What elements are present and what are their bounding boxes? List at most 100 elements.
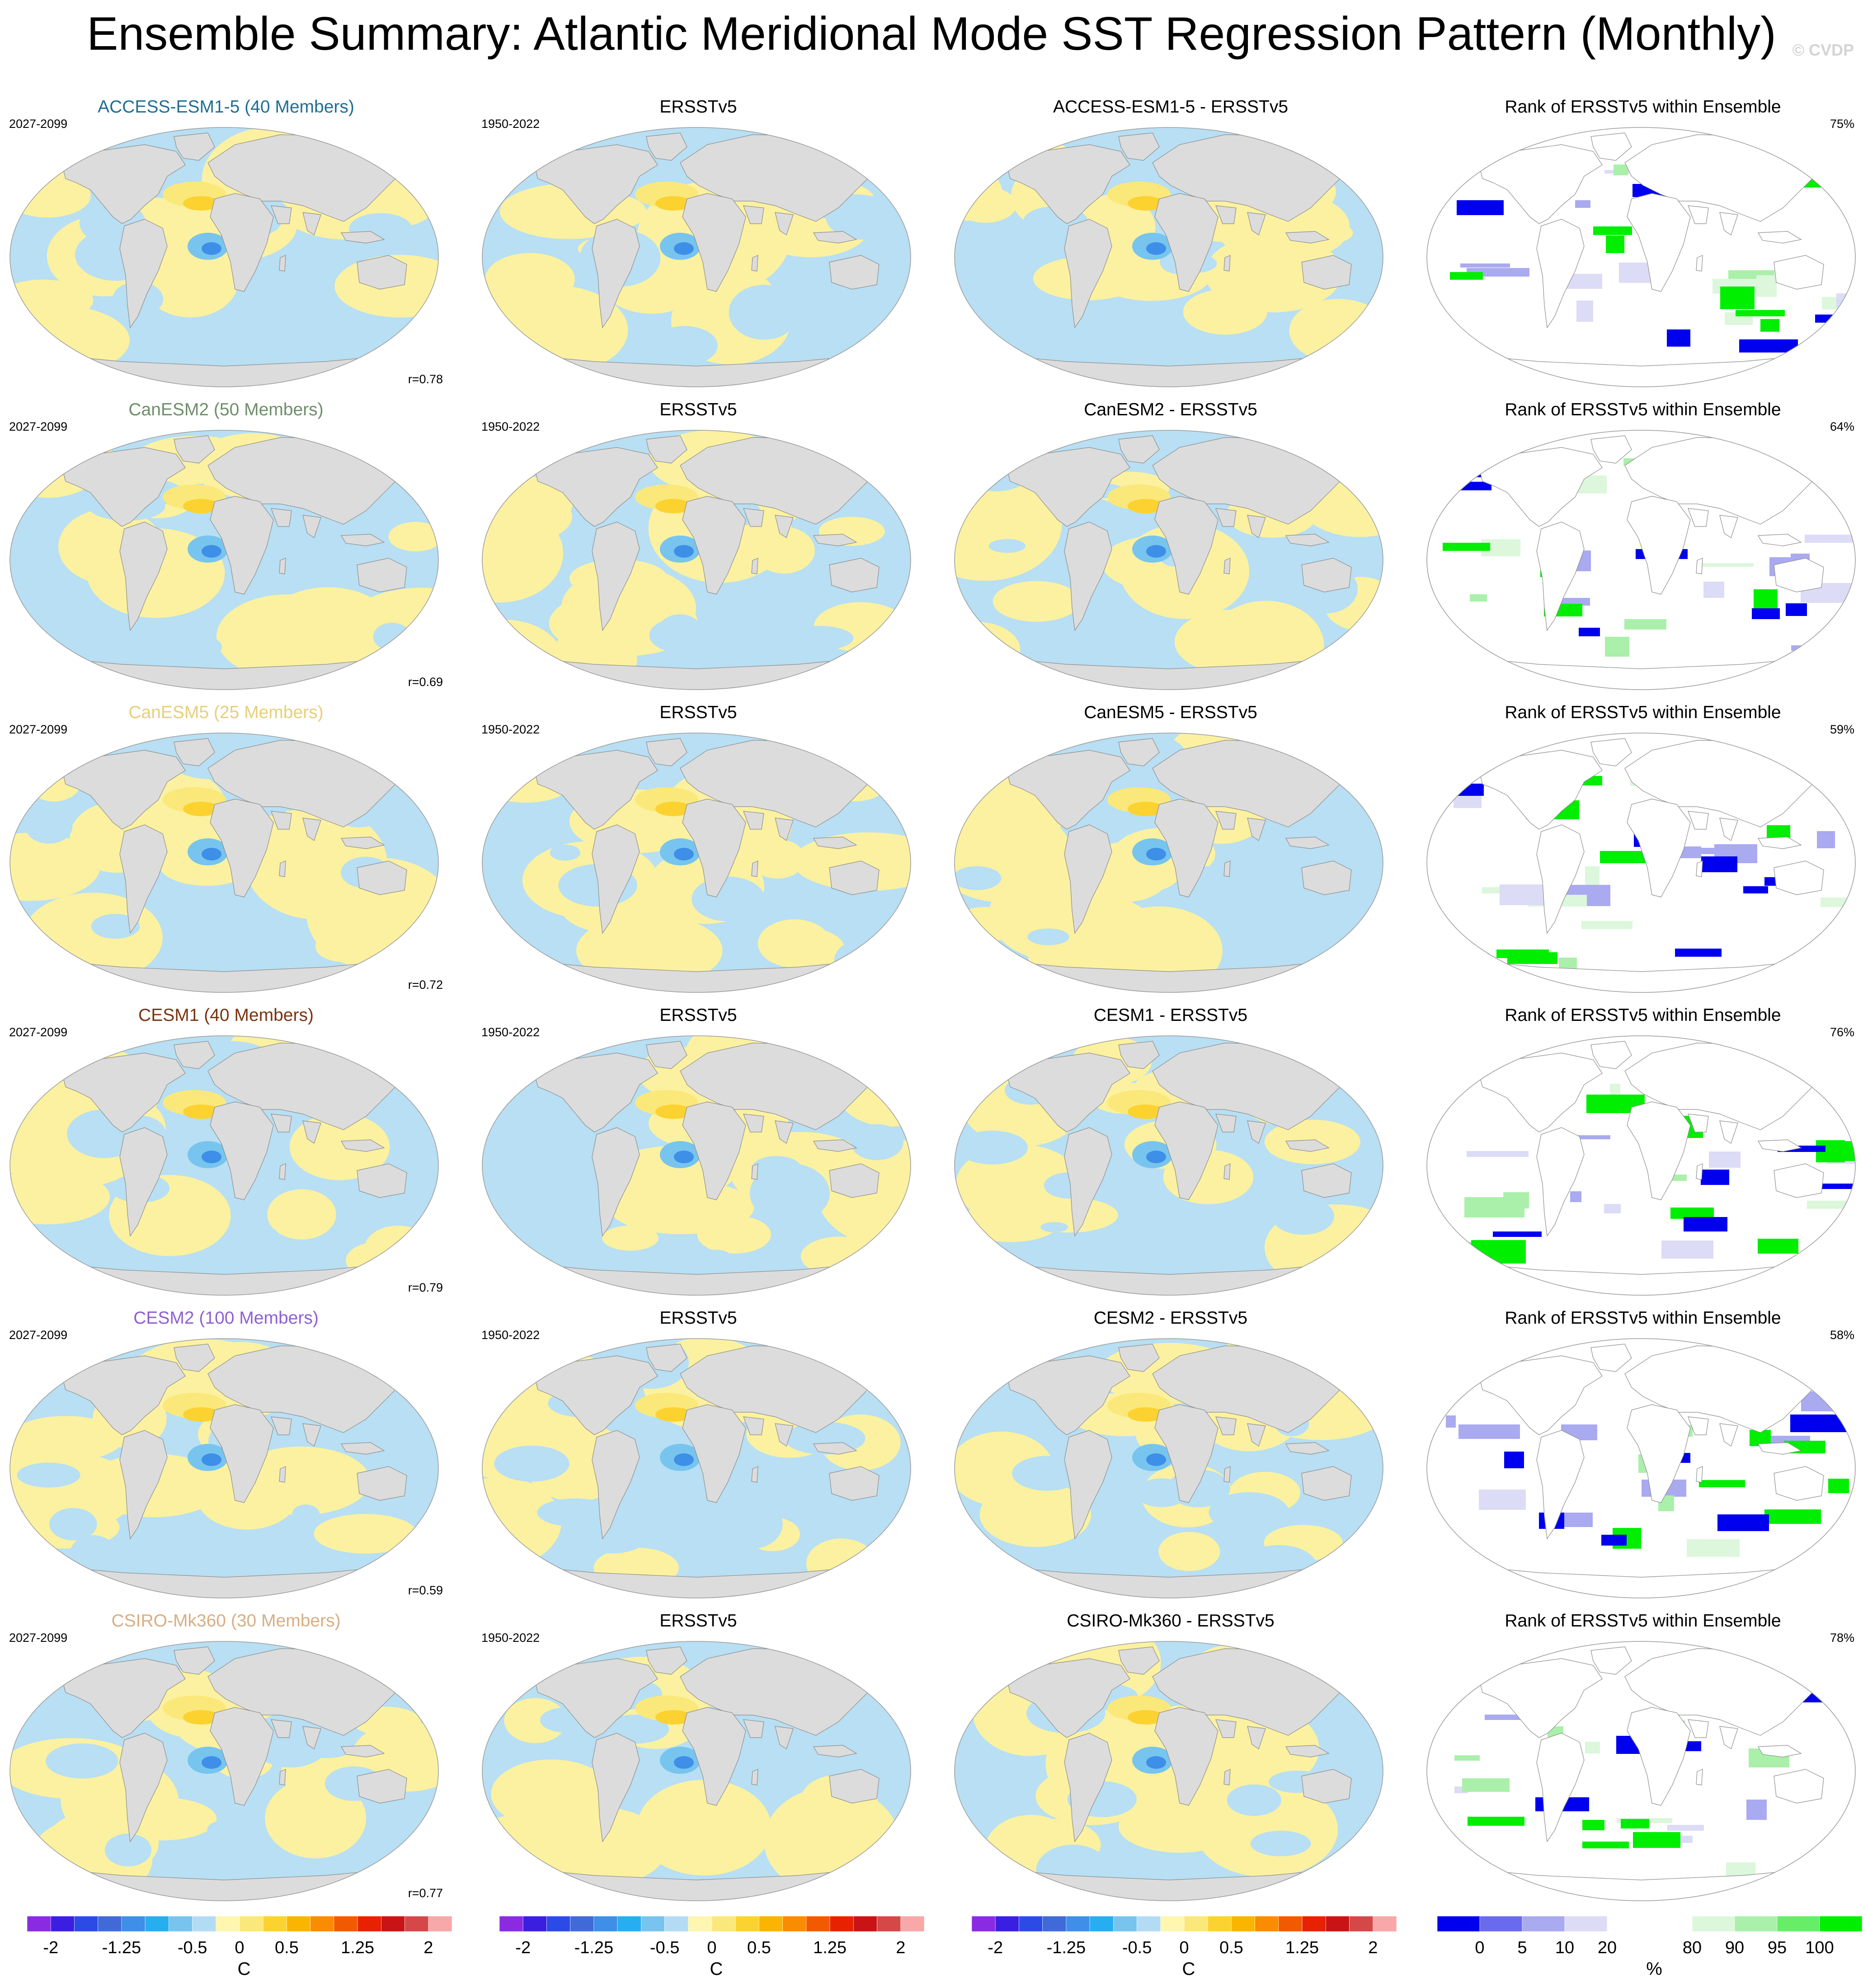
arabia-landmass [1688,1114,1709,1133]
anomaly-region [292,1504,320,1524]
amm-warm-core [655,196,692,211]
colorbar-tick-label: 0 [235,1938,244,1957]
greenland-landmass [174,1646,215,1675]
diff-panel: CESM1 - ERSSTv5 [945,1001,1397,1303]
panel-title: ERSSTv5 [659,703,737,722]
anomaly-region [267,1189,336,1240]
amm-warm-core [1128,499,1164,513]
greenland-landmass [646,435,687,464]
south-america-landmass [592,1127,640,1237]
indonesia-islands [1285,1139,1330,1152]
colorbar-swatch [782,1916,807,1932]
colorbar-tick-label: -2 [515,1938,531,1957]
madagascar-island [1696,255,1703,272]
colorbar-swatch [546,1916,570,1932]
rank-block-low [1739,339,1798,352]
rank-block-low [1456,784,1484,796]
colorbar-swatch [1160,1916,1185,1932]
rank-block [1837,1260,1855,1271]
north-america-landmass [63,1658,186,1738]
anomaly-region [397,844,434,860]
colorbar-tick-label: 1.25 [1285,1938,1319,1957]
anomaly-region [729,285,799,340]
rank-block-high [1471,1240,1526,1264]
colorbar-tick-label: 0.5 [747,1938,771,1957]
rank-block [1460,263,1510,268]
model-panel: CESM1 (40 Members) 2027-2099 r=0.79 [0,1001,452,1303]
colorbar-tick-label: -0.5 [178,1938,207,1957]
indonesia-islands [1285,231,1330,244]
south-america-landmass [592,219,640,329]
colorbar-swatch [192,1916,216,1932]
africa-landmass [682,496,746,595]
india-landmass [1719,1120,1738,1144]
arabia-landmass [1215,1719,1237,1738]
map-border [954,1035,1383,1296]
ocean-field [955,1641,1383,1901]
colorbar-tick-label: -0.5 [1122,1938,1152,1957]
greenland-landmass [1118,1646,1160,1675]
panel-title: CSIRO-Mk360 - ERSSTv5 [1067,1611,1275,1631]
africa-landmass [210,1707,274,1806]
rank-block-low [1717,1514,1769,1531]
sst-map [9,1035,439,1296]
colorbar-unit: % [1646,1959,1662,1979]
colorbar-swatch [1184,1916,1208,1932]
madagascar-island [751,1466,758,1483]
north-america-landmass [1480,447,1603,527]
anomaly-region [381,1339,438,1379]
map-border [482,1338,911,1598]
panel-row: CESM1 (40 Members) 2027-2099 r=0.79 ERSSTv5… [0,1001,1863,1303]
panel-title: Rank of ERSSTv5 within Ensemble [1505,1611,1781,1631]
anomaly-region [1263,560,1310,582]
rank-block-low [1504,1452,1524,1468]
sst-map [482,1338,911,1598]
rank-block-high [1758,1239,1798,1254]
rank-block [1500,884,1547,905]
amm-cool-core [1146,545,1166,558]
rank-block [1614,164,1628,175]
map-border [9,127,439,387]
colorbar-swatch [1137,1916,1161,1932]
rank-block [1458,1424,1520,1439]
africa-landmass [1627,193,1691,292]
panel-title: CanESM2 (50 Members) [128,400,324,419]
madagascar-island [1223,1769,1231,1786]
colorbar-swatch [1278,1916,1303,1932]
colorbar-unit: C [710,1959,723,1979]
rank-block [1703,582,1724,598]
madagascar-island [1223,558,1231,574]
rank-block-high [1754,589,1778,609]
australia-landmass [829,1466,880,1501]
rank-block [1605,637,1629,657]
model-panel: CanESM5 (25 Members) 2027-2099 r=0.72 [0,698,452,1000]
greenland-landmass [174,738,215,766]
australia-landmass [1774,860,1824,895]
colorbar-tick-label: 10 [1555,1938,1574,1957]
rank-block-high [1606,235,1624,253]
amm-cool-core [674,1756,694,1769]
obs-panel: ERSSTv5 1950-2022 [472,1607,924,1908]
map-border [954,1641,1383,1901]
rank-block-low [1786,603,1807,616]
rank-block-low [1493,1231,1542,1237]
map-border [482,1641,911,1901]
arabia-landmass [1215,1114,1237,1133]
ocean-field [955,1339,1383,1598]
africa-landmass [210,496,274,595]
arabia-landmass [271,205,292,224]
map-border [9,733,439,993]
north-america-landmass [63,1355,186,1435]
sst-map [9,430,439,690]
anomaly-region [749,1163,830,1223]
africa-landmass [1154,1707,1218,1806]
south-america-landmass [1064,1127,1112,1237]
colorbar-unit: C [237,1959,251,1979]
colorbar-swatch [522,1916,547,1932]
colorbar-swatch [1231,1916,1255,1932]
map-border [1426,1641,1856,1901]
rank-percent-label: 78% [1830,1631,1854,1645]
sst-map [954,1338,1383,1598]
north-america-landmass [1007,750,1130,830]
colorbar-swatch [1326,1916,1350,1932]
